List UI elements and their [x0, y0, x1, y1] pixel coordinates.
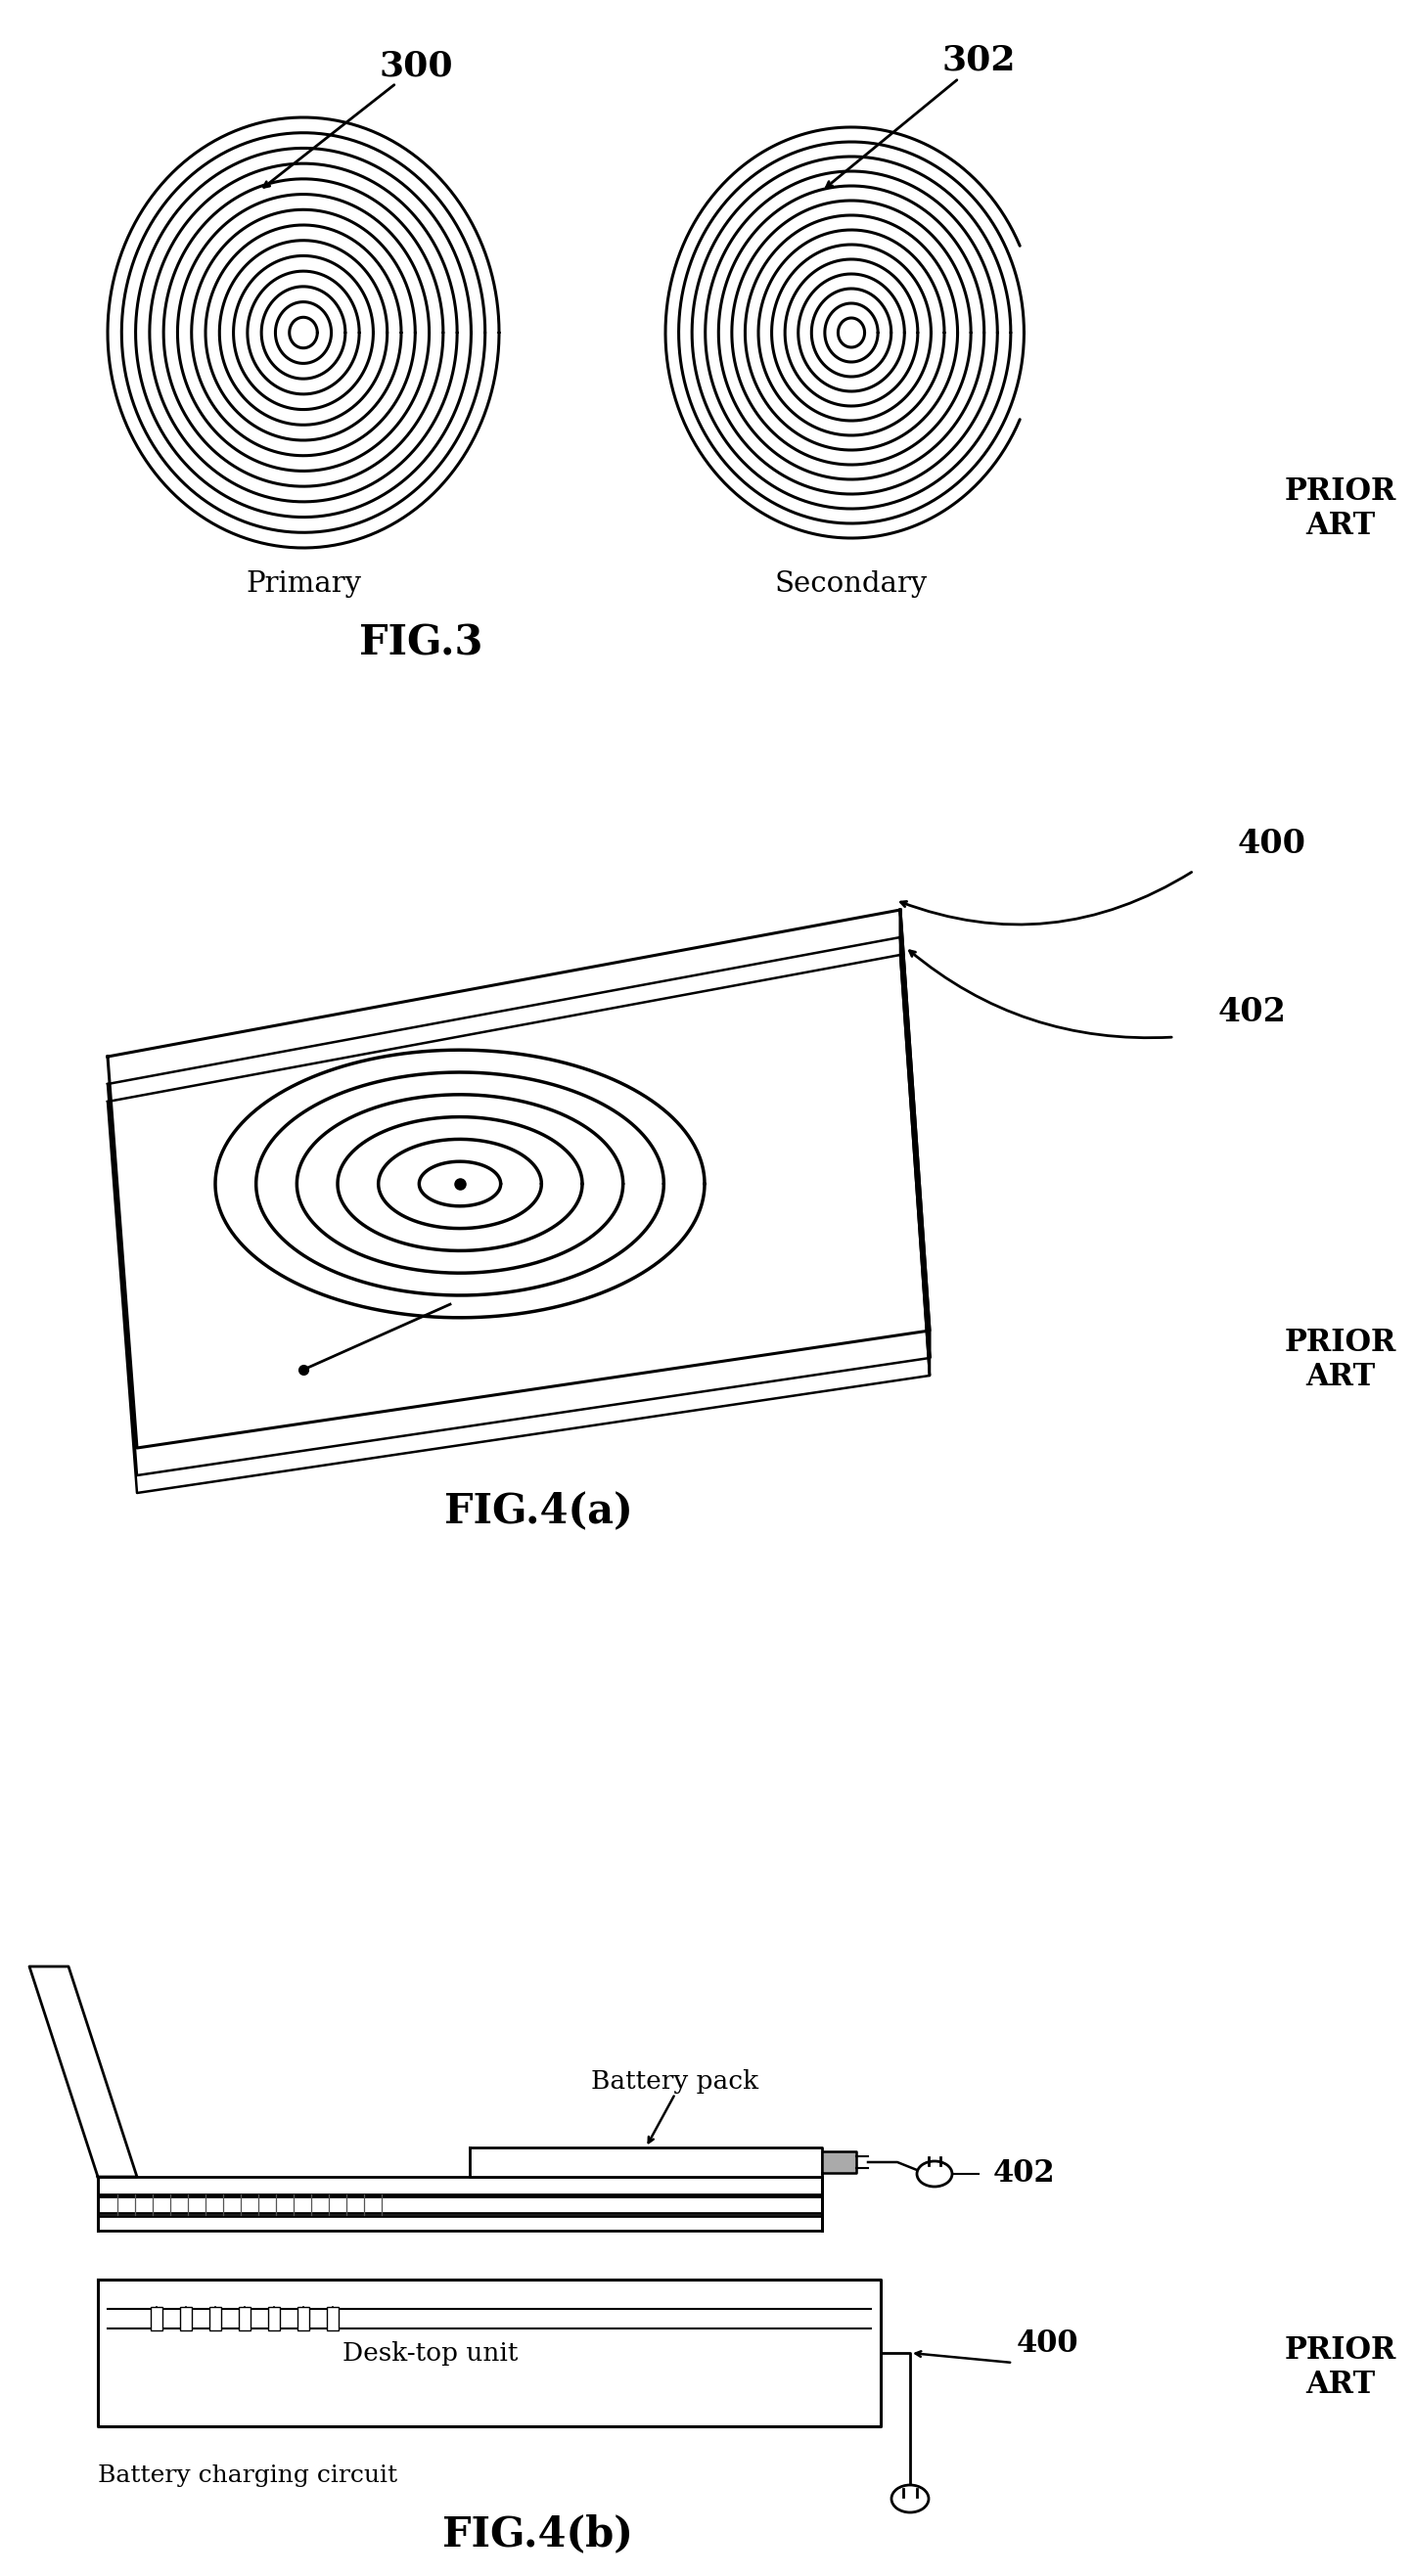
Bar — [151, 2308, 163, 2331]
Polygon shape — [108, 938, 930, 1476]
Text: PRIOR
ART: PRIOR ART — [1285, 2334, 1397, 2401]
Bar — [239, 2308, 250, 2331]
Text: 402: 402 — [993, 2159, 1056, 2190]
Text: 402: 402 — [1218, 997, 1286, 1028]
Text: 300: 300 — [379, 49, 453, 82]
Polygon shape — [900, 909, 930, 1358]
Polygon shape — [900, 938, 930, 1376]
Text: Battery pack: Battery pack — [591, 2069, 758, 2094]
Text: FIG.4(a): FIG.4(a) — [444, 1492, 633, 1533]
Ellipse shape — [891, 2486, 928, 2512]
Polygon shape — [98, 2177, 822, 2195]
Text: 400: 400 — [1017, 2329, 1078, 2357]
Polygon shape — [470, 2148, 822, 2177]
Bar — [180, 2308, 192, 2331]
Text: 400: 400 — [1238, 827, 1306, 860]
Ellipse shape — [917, 2161, 952, 2187]
Text: Battery charging circuit: Battery charging circuit — [98, 2465, 398, 2486]
Text: Primary: Primary — [246, 569, 361, 598]
Text: Secondary: Secondary — [775, 569, 928, 598]
Text: Desk-top unit: Desk-top unit — [342, 2342, 518, 2365]
Bar — [327, 2308, 338, 2331]
Text: PRIOR
ART: PRIOR ART — [1285, 477, 1397, 541]
Bar — [209, 2308, 221, 2331]
Polygon shape — [98, 2215, 822, 2231]
Text: FIG.4(b): FIG.4(b) — [443, 2514, 634, 2555]
Polygon shape — [98, 2280, 880, 2427]
Text: FIG.3: FIG.3 — [359, 623, 483, 665]
Bar — [267, 2308, 280, 2331]
Polygon shape — [108, 956, 930, 1494]
Text: 302: 302 — [941, 44, 1016, 77]
Text: PRIOR
ART: PRIOR ART — [1285, 1327, 1397, 1394]
Polygon shape — [30, 1965, 137, 2177]
Polygon shape — [822, 2151, 856, 2174]
Polygon shape — [98, 2197, 822, 2213]
Polygon shape — [108, 909, 930, 1448]
Bar — [297, 2308, 310, 2331]
